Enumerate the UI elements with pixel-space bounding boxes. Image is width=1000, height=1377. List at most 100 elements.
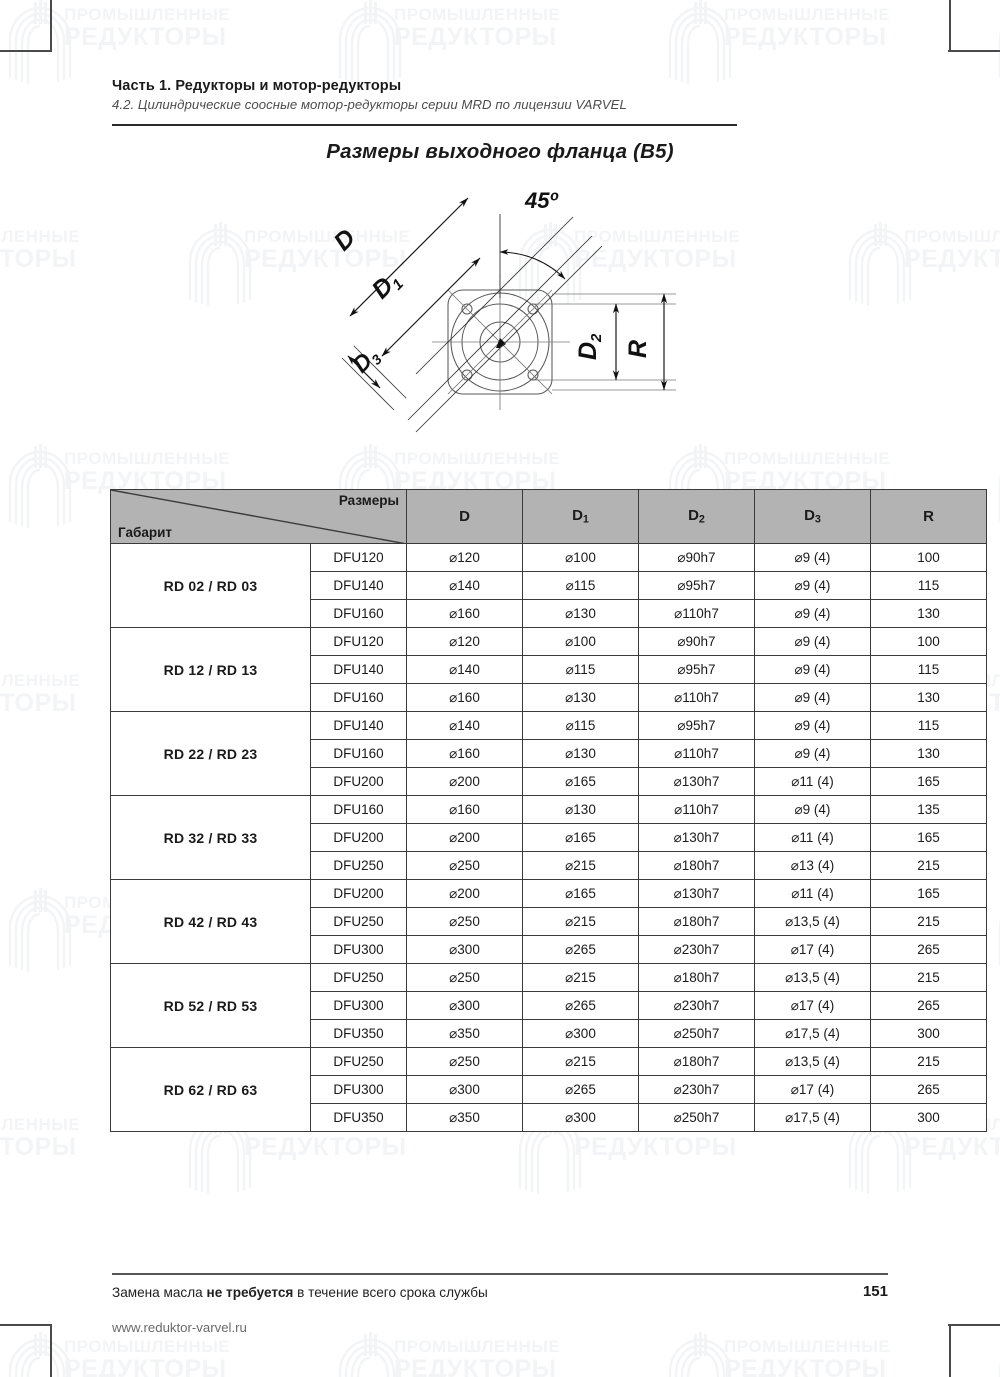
footer-url[interactable]: www.reduktor-varvel.ru	[112, 1320, 247, 1335]
cell-d2: ⌀95h7	[638, 655, 755, 684]
cell-model: DFU200	[310, 823, 407, 852]
corner-diagonal-line	[111, 490, 406, 544]
dimension-line-d	[349, 197, 469, 317]
dimension-d3	[341, 345, 407, 411]
crop-mark-bottom-right-vertical	[949, 1325, 951, 1377]
cell-r: 265	[870, 1075, 987, 1104]
cell-model: DFU300	[310, 991, 407, 1020]
cell-d2: ⌀180h7	[638, 907, 755, 936]
cell-d: ⌀200	[406, 879, 523, 908]
group-cell-rd-32-rd-33: RD 32 / RD 33	[110, 795, 311, 880]
footer-note: Замена масла не требуется в течение всег…	[112, 1285, 488, 1300]
dimension-label-angle: 45º	[524, 188, 558, 213]
cell-d3: ⌀17,5 (4)	[754, 1103, 871, 1132]
cell-d3: ⌀13 (4)	[754, 851, 871, 880]
cell-d: ⌀300	[406, 1075, 523, 1104]
cell-d2: ⌀90h7	[638, 627, 755, 656]
table-row: DFU350 ⌀350 ⌀300 ⌀250h7 ⌀17,5 (4) 300	[111, 1103, 987, 1132]
cell-d: ⌀140	[406, 571, 523, 600]
cell-r: 215	[870, 907, 987, 936]
table-row: DFU300 ⌀300 ⌀265 ⌀230h7 ⌀17 (4) 265	[111, 991, 987, 1020]
corner-label-frame: Габарит	[118, 525, 172, 540]
center-marker	[496, 338, 506, 348]
cell-d1: ⌀130	[522, 795, 639, 824]
cell-d3: ⌀17 (4)	[754, 1075, 871, 1104]
cell-d2: ⌀180h7	[638, 1047, 755, 1076]
cell-model: DFU200	[310, 767, 407, 796]
cell-d3: ⌀13,5 (4)	[754, 1047, 871, 1076]
cell-d1: ⌀165	[522, 823, 639, 852]
table-header-row: Размеры Габарит D D1 D2 D3 R	[110, 489, 987, 544]
cell-d2: ⌀130h7	[638, 823, 755, 852]
table-row: DFU250 ⌀250 ⌀215 ⌀180h7 ⌀13 (4) 215	[111, 851, 987, 880]
dimension-line-d1	[381, 257, 481, 357]
table-row: RD 42 / RD 43 DFU200 ⌀200 ⌀165 ⌀130h7 ⌀11 (4)…	[110, 879, 987, 964]
cell-d3: ⌀11 (4)	[754, 767, 871, 796]
cell-r: 115	[870, 571, 987, 600]
table-row: DFU350 ⌀350 ⌀300 ⌀250h7 ⌀17,5 (4) 300	[111, 1019, 987, 1048]
table-head: Размеры Габарит D D1 D2 D3 R	[110, 489, 987, 544]
cell-d: ⌀200	[406, 767, 523, 796]
cell-d3: ⌀9 (4)	[754, 655, 871, 684]
cell-d1: ⌀165	[522, 879, 639, 908]
cell-d2: ⌀230h7	[638, 935, 755, 964]
crop-mark-bottom-left-horizontal	[0, 1324, 52, 1326]
cell-d: ⌀350	[406, 1019, 523, 1048]
cell-model: DFU250	[310, 963, 407, 992]
group-cell-rd-62-rd-63: RD 62 / RD 63	[110, 1047, 311, 1132]
group-cell-rd-02-rd-03: RD 02 / RD 03	[110, 543, 311, 628]
cell-d3: ⌀17 (4)	[754, 991, 871, 1020]
cell-r: 115	[870, 711, 987, 740]
cell-d: ⌀160	[406, 739, 523, 768]
cell-r: 300	[870, 1103, 987, 1132]
cell-d2: ⌀130h7	[638, 879, 755, 908]
column-header-d1: D1	[522, 489, 639, 544]
cell-d: ⌀250	[406, 851, 523, 880]
cell-model: DFU300	[310, 935, 407, 964]
cell-d1: ⌀130	[522, 683, 639, 712]
footer-note-suffix: в течение всего срока службы	[293, 1285, 488, 1300]
cell-d2: ⌀230h7	[638, 1075, 755, 1104]
table-row: RD 02 / RD 03 DFU120 ⌀120 ⌀100 ⌀90h7 ⌀9 (4) 10…	[110, 543, 987, 628]
page-title: Размеры выходного фланца (B5)	[326, 140, 674, 163]
cell-r: 215	[870, 1047, 987, 1076]
flange-dimensions-table: Размеры Габарит D D1 D2 D3 R RD 02 / RD …	[110, 489, 987, 1132]
cell-d: ⌀350	[406, 1103, 523, 1132]
cell-d: ⌀120	[406, 627, 523, 656]
cell-model: DFU120	[310, 627, 407, 656]
dimension-label-d: D	[328, 224, 361, 257]
cell-d1: ⌀265	[522, 1075, 639, 1104]
cell-r: 165	[870, 879, 987, 908]
cell-d1: ⌀300	[522, 1103, 639, 1132]
dimension-label-d3: D3	[347, 342, 385, 380]
cell-d3: ⌀13,5 (4)	[754, 963, 871, 992]
cell-d1: ⌀100	[522, 543, 639, 572]
cell-d1: ⌀115	[522, 655, 639, 684]
cell-r: 265	[870, 991, 987, 1020]
cell-d3: ⌀9 (4)	[754, 683, 871, 712]
cell-d1: ⌀115	[522, 571, 639, 600]
footer-divider	[112, 1273, 888, 1275]
cell-d3: ⌀11 (4)	[754, 879, 871, 908]
cell-model: DFU350	[310, 1103, 407, 1132]
cell-d1: ⌀215	[522, 851, 639, 880]
cell-d2: ⌀110h7	[638, 739, 755, 768]
cell-d1: ⌀130	[522, 599, 639, 628]
diagonal-extension-lines	[407, 216, 603, 433]
cell-model: DFU140	[310, 571, 407, 600]
cell-d: ⌀120	[406, 543, 523, 572]
column-header-r: R	[870, 489, 987, 544]
table-row: RD 32 / RD 33 DFU160 ⌀160 ⌀130 ⌀110h7 ⌀9 (4) 1…	[110, 795, 987, 880]
cell-r: 165	[870, 823, 987, 852]
cell-d3: ⌀17 (4)	[754, 935, 871, 964]
cell-d3: ⌀9 (4)	[754, 627, 871, 656]
cell-model: DFU140	[310, 711, 407, 740]
cell-r: 215	[870, 851, 987, 880]
table-row: RD 12 / RD 13 DFU120 ⌀120 ⌀100 ⌀90h7 ⌀9 (4) 10…	[110, 627, 987, 712]
cell-r: 300	[870, 1019, 987, 1048]
cell-d1: ⌀215	[522, 1047, 639, 1076]
column-header-d3: D3	[754, 489, 871, 544]
cell-model: DFU120	[310, 543, 407, 572]
page-number: 151	[862, 1283, 888, 1300]
cell-r: 100	[870, 627, 987, 656]
